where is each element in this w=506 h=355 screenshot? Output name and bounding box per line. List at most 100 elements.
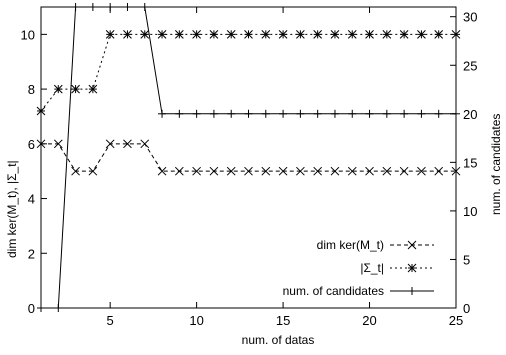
series-2-point-15 [278, 30, 288, 39]
series-1-point-8 [157, 166, 167, 176]
series-2-point-23 [417, 30, 426, 39]
series-layer [36, 3, 461, 312]
series-2-point-24 [434, 30, 444, 39]
series-3-point-21 [382, 109, 391, 118]
series-1-point-22 [399, 166, 409, 176]
series-1-point-25 [451, 166, 461, 176]
series-3-point-19 [348, 109, 357, 118]
y-right-tick-label-0: 0 [463, 301, 470, 316]
y-left-tick-label-8: 8 [28, 82, 35, 97]
y-left-tick-label-0: 0 [28, 301, 35, 316]
series-3-point-2 [54, 304, 63, 312]
y-right-tick-label-25: 25 [463, 58, 477, 73]
x-axis-label: num. of datas [242, 333, 315, 347]
legend-marker-2 [407, 263, 417, 273]
series-2-point-14 [261, 30, 271, 39]
legend: dim ker(M_t) |Σ_t| num. of candidates [283, 238, 434, 298]
series-1-point-13 [244, 166, 253, 176]
series-2-point-10 [192, 30, 201, 39]
series-3-line [41, 6, 456, 309]
series-2-point-3 [71, 84, 80, 94]
series-2-point-4 [88, 84, 98, 94]
series-1-point-3 [71, 166, 80, 176]
series-3-point-17 [313, 109, 322, 118]
series-1-point-12 [226, 166, 236, 176]
y-right-tick-label-20: 20 [463, 107, 477, 122]
series-3-point-12 [227, 109, 236, 118]
series-3-point-8 [158, 109, 167, 118]
series-1-point-5 [105, 139, 115, 149]
y-axis-right-label: num. of candidates [489, 114, 503, 215]
y-axis-left-label: dim ker(M_t), |Σ_t| [5, 160, 19, 258]
series-3-point-14 [261, 109, 270, 118]
series-1-point-23 [417, 166, 426, 176]
series-1-point-18 [330, 166, 340, 176]
y-right-tick-label-15: 15 [463, 155, 477, 170]
y-right-tick-label-10: 10 [463, 204, 477, 219]
series-1-point-21 [382, 166, 392, 176]
series-1-point-14 [261, 166, 271, 176]
series-3-point-4 [88, 3, 97, 11]
legend-label-3: num. of candidates [283, 284, 384, 298]
series-3-point-9 [175, 109, 184, 118]
series-2-line [40, 33, 456, 112]
y-right-tick-label-30: 30 [463, 10, 477, 25]
series-2-point-25 [451, 30, 461, 39]
series-1-point-24 [434, 166, 444, 176]
y-left-tick-label-2: 2 [28, 246, 35, 261]
x-tick-label-15: 15 [276, 313, 290, 328]
series-1-point-7 [140, 139, 150, 149]
series-2-point-11 [209, 30, 219, 39]
y-left-tick-label-10: 10 [21, 27, 35, 42]
legend-marker-1 [407, 240, 417, 250]
series-1-point-19 [347, 166, 357, 176]
series-1-point-10 [192, 166, 201, 176]
series-2-point-17 [313, 30, 323, 39]
x-tick-label-20: 20 [362, 313, 376, 328]
plot-frame [40, 6, 457, 309]
series-3-point-3 [71, 3, 80, 11]
y-left-tick-label-6: 6 [28, 137, 35, 152]
series-3-point-20 [365, 109, 374, 118]
series-3 [37, 3, 460, 312]
series-2-point-22 [399, 30, 409, 39]
x-tick-label-5: 5 [107, 313, 114, 328]
series-1-line [41, 143, 456, 172]
legend-label-2: |Σ_t| [360, 261, 384, 275]
x-tick-label-25: 25 [449, 313, 463, 328]
legend-marker-3 [408, 287, 416, 295]
series-1-point-17 [313, 166, 323, 176]
series-2-point-8 [157, 30, 167, 39]
series-3-point-6 [123, 3, 132, 11]
series-2-point-9 [174, 30, 184, 39]
series-2-point-13 [244, 30, 253, 39]
series-2-point-16 [296, 30, 305, 39]
series-3-point-15 [279, 109, 288, 118]
series-3-point-13 [244, 109, 253, 118]
series-3-point-18 [330, 109, 339, 118]
series-2-point-21 [382, 30, 392, 39]
series-3-point-10 [192, 109, 201, 118]
y-right-tick-label-5: 5 [463, 252, 470, 267]
series-2-point-18 [330, 30, 340, 39]
series-1-point-16 [296, 166, 305, 176]
series-3-point-11 [209, 109, 218, 118]
series-1-point-4 [88, 166, 98, 176]
series-1-point-6 [123, 139, 132, 149]
series-2 [36, 30, 461, 116]
series-1-point-11 [209, 166, 219, 176]
series-2-point-1 [36, 106, 46, 116]
series-2-point-2 [53, 84, 63, 94]
series-2-point-19 [347, 30, 357, 39]
x-tick-label-10: 10 [189, 313, 203, 328]
series-1-point-2 [53, 139, 63, 149]
series-1-point-9 [174, 166, 184, 176]
series-2-point-6 [123, 30, 132, 39]
series-3-point-7 [140, 3, 149, 11]
series-3-point-16 [296, 109, 305, 118]
series-2-point-5 [105, 30, 115, 39]
series-1 [36, 139, 461, 176]
series-2-point-7 [140, 30, 150, 39]
